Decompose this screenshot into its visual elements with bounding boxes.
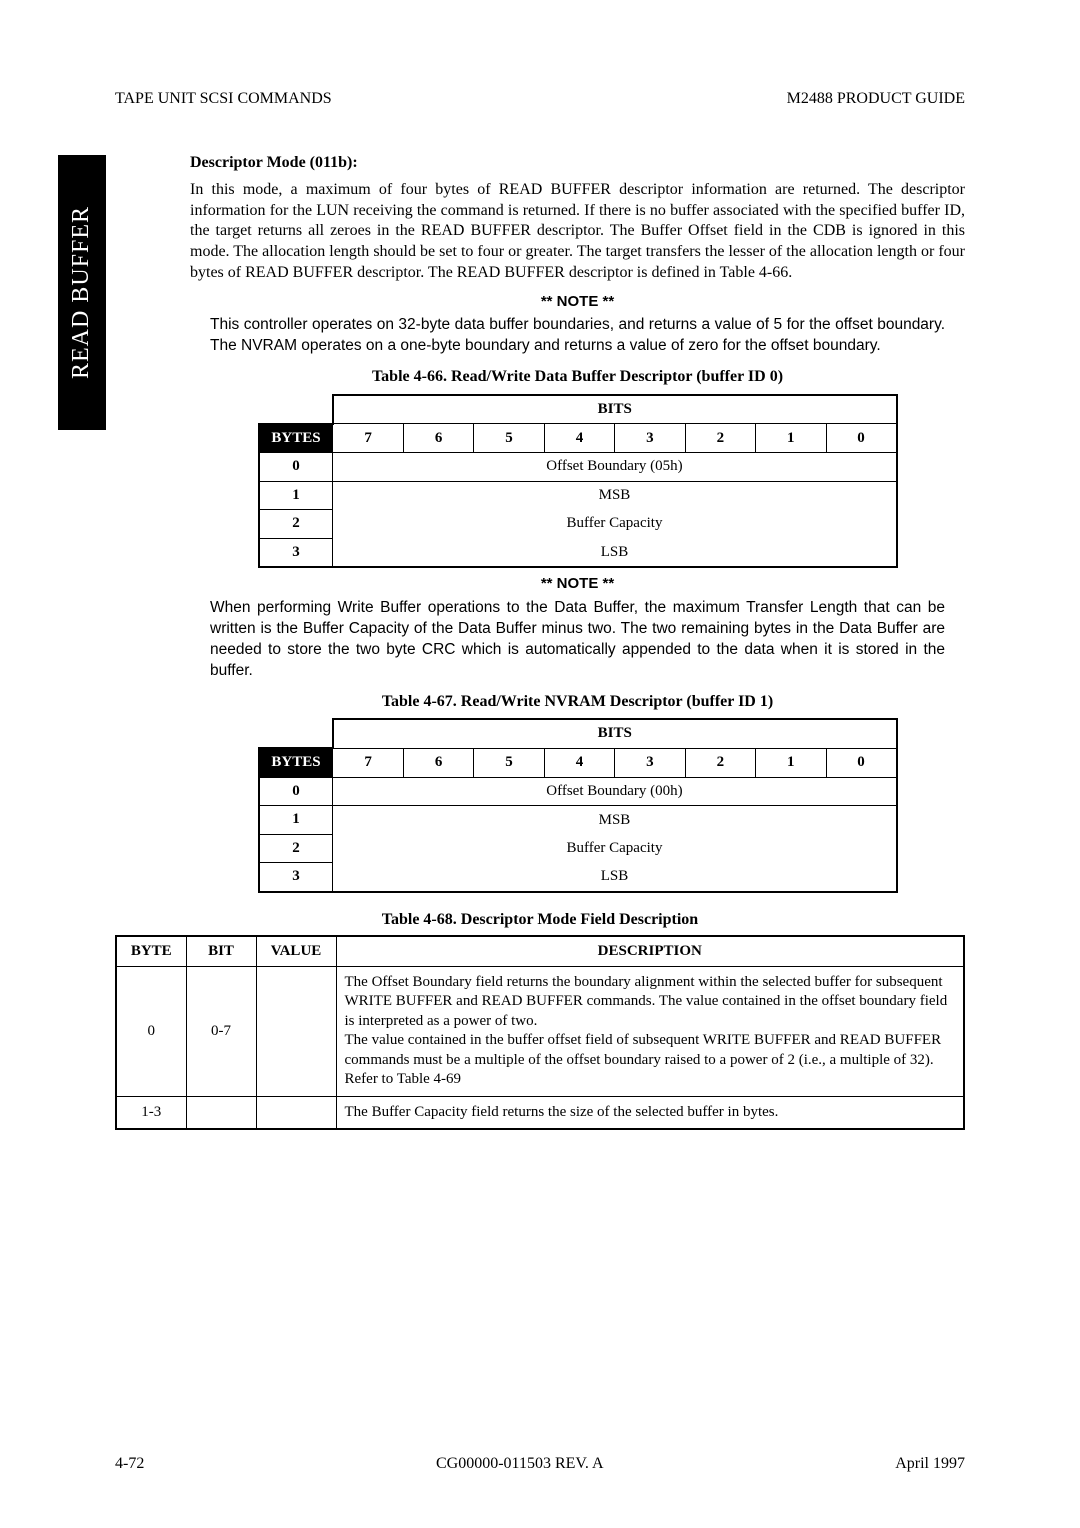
bit-col: 2 [685,748,755,777]
cell-description: The Offset Boundary field returns the bo… [336,966,964,1096]
byte-row: 2 [259,510,333,539]
lsb-cell: LSB [333,863,897,892]
offset-boundary-cell: Offset Boundary (00h) [333,777,897,806]
buffer-capacity-cell: Buffer Capacity [333,510,897,539]
bit-col: 3 [615,424,685,453]
bytes-header: BYTES [259,748,333,777]
bit-col: 0 [826,748,896,777]
table-67: BITS BYTES 7 6 5 4 3 2 1 0 0 Offset Boun… [190,718,965,893]
note-label-2: ** NOTE ** [190,574,965,594]
section-title: Descriptor Mode (011b): [190,153,965,174]
byte-row: 3 [259,538,333,567]
col-description: DESCRIPTION [336,936,964,967]
offset-boundary-cell: Offset Boundary (05h) [333,453,897,482]
footer-left: 4-72 [115,1455,144,1473]
footer-right: April 1997 [895,1455,965,1473]
bit-col: 6 [403,748,473,777]
table-row: 1-3 The Buffer Capacity field returns th… [116,1096,964,1129]
paragraph-1: In this mode, a maximum of four bytes of… [190,180,965,284]
bit-col: 6 [403,424,473,453]
note-body-2: When performing Write Buffer operations … [210,598,945,682]
byte-row: 1 [259,481,333,510]
table-66-caption: Table 4-66. Read/Write Data Buffer Descr… [190,367,965,388]
col-bit: BIT [186,936,256,967]
bits-header: BITS [333,719,897,748]
cell-bit: 0-7 [186,966,256,1096]
table-row: 0 0-7 The Offset Boundary field returns … [116,966,964,1096]
bits-header: BITS [333,395,897,424]
note-label-1: ** NOTE ** [190,292,965,312]
header-left: TAPE UNIT SCSI COMMANDS [115,90,332,108]
byte-row: 3 [259,863,333,892]
bit-col: 3 [615,748,685,777]
cell-byte: 0 [116,966,186,1096]
byte-row: 2 [259,834,333,863]
col-value: VALUE [256,936,336,967]
bytes-header: BYTES [259,424,333,453]
msb-cell: MSB [333,481,897,510]
note-body-1: This controller operates on 32-byte data… [210,315,945,357]
bit-col: 4 [544,748,614,777]
side-tab-label: READ BUFFER [69,206,96,379]
bit-col: 5 [474,748,544,777]
msb-cell: MSB [333,806,897,835]
cell-description: The Buffer Capacity field returns the si… [336,1096,964,1129]
bit-col: 2 [685,424,755,453]
bit-col: 4 [544,424,614,453]
bit-col: 1 [756,748,826,777]
bit-col: 1 [756,424,826,453]
footer-center: CG00000-011503 REV. A [436,1455,604,1473]
bit-col: 7 [333,424,403,453]
cell-value [256,966,336,1096]
lsb-cell: LSB [333,538,897,567]
cell-byte: 1-3 [116,1096,186,1129]
col-byte: BYTE [116,936,186,967]
table-68: BYTE BIT VALUE DESCRIPTION 0 0-7 The Off… [115,935,965,1131]
table-66: BITS BYTES 7 6 5 4 3 2 1 0 0 Offset Boun… [190,394,965,569]
bit-col: 0 [826,424,896,453]
side-tab: READ BUFFER [58,155,106,430]
cell-bit [186,1096,256,1129]
table-68-caption: Table 4-68. Descriptor Mode Field Descri… [115,911,965,929]
buffer-capacity-cell: Buffer Capacity [333,834,897,863]
byte-row: 1 [259,806,333,835]
byte-row: 0 [259,453,333,482]
bit-col: 5 [474,424,544,453]
table-67-caption: Table 4-67. Read/Write NVRAM Descriptor … [190,692,965,713]
byte-row: 0 [259,777,333,806]
header-right: M2488 PRODUCT GUIDE [787,90,965,108]
cell-value [256,1096,336,1129]
bit-col: 7 [333,748,403,777]
